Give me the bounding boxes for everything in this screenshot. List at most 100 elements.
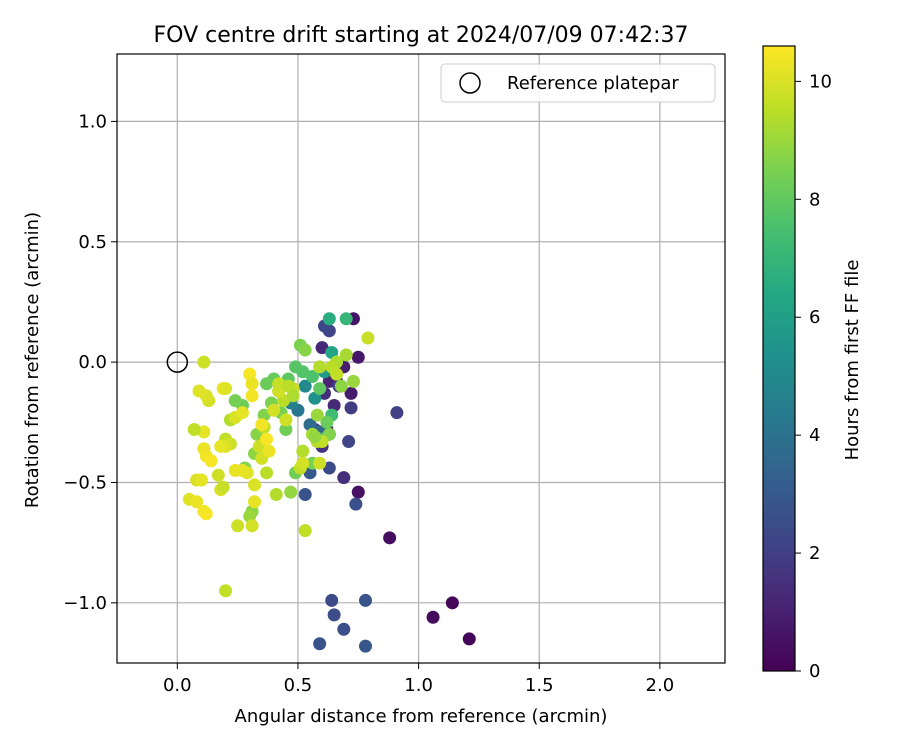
data-point: [260, 466, 274, 480]
data-point: [298, 524, 312, 538]
y-tick-label: 0.0: [78, 352, 107, 373]
data-point: [349, 497, 363, 511]
data-point: [248, 478, 262, 492]
scatter-points: [182, 312, 476, 653]
data-point: [351, 350, 365, 364]
legend-box: [440, 63, 716, 103]
data-point: [359, 593, 373, 607]
data-point: [245, 377, 259, 391]
data-point: [313, 382, 327, 396]
data-point: [194, 473, 208, 487]
data-point: [337, 622, 351, 636]
data-point: [260, 432, 274, 446]
data-point: [235, 406, 249, 420]
data-point: [344, 386, 358, 400]
plot-background: [117, 54, 725, 663]
data-point: [255, 418, 269, 432]
data-point: [308, 430, 322, 444]
data-point: [211, 468, 225, 482]
legend-marker: [459, 72, 481, 94]
data-point: [260, 377, 274, 391]
colorbar-gradient: [763, 46, 795, 671]
x-tick-label: 0.5: [284, 675, 313, 696]
data-point: [342, 435, 356, 449]
data-point: [262, 444, 276, 458]
data-point: [279, 413, 293, 427]
data-point: [284, 485, 298, 499]
data-point: [267, 403, 281, 417]
data-point: [322, 312, 336, 326]
data-point: [248, 495, 262, 509]
reference-platepar-marker: [166, 351, 189, 373]
data-point: [313, 456, 327, 470]
colorbar-ticks: 0 2 4 6 8 10: [795, 71, 832, 682]
data-point: [276, 394, 290, 408]
data-point: [359, 639, 373, 653]
data-point: [337, 471, 351, 485]
data-point: [330, 367, 344, 381]
data-point: [214, 439, 228, 453]
legend-label: Reference platepar: [507, 73, 679, 94]
data-point: [390, 406, 404, 420]
data-point: [383, 531, 397, 545]
data-point: [192, 384, 206, 398]
data-point: [228, 463, 242, 477]
plot-frame: [116, 53, 726, 664]
data-point: [245, 389, 259, 403]
data-point: [346, 374, 360, 388]
data-point: [296, 456, 310, 470]
colorbar-tick-label: 6: [809, 307, 820, 328]
data-point: [199, 507, 213, 521]
y-tick-label: 0.5: [78, 232, 107, 253]
data-point: [204, 454, 218, 468]
data-point: [310, 408, 324, 422]
data-point: [296, 444, 310, 458]
data-point: [298, 343, 312, 357]
data-point: [305, 370, 319, 384]
data-point: [344, 401, 358, 415]
colorbar-tick-label: 8: [809, 189, 820, 210]
data-point: [334, 379, 348, 393]
data-point: [286, 389, 300, 403]
grid: [117, 54, 725, 663]
data-point: [361, 331, 375, 345]
y-tick-label: −1.0: [63, 593, 107, 614]
chart-title: FOV centre drift starting at 2024/07/09 …: [154, 23, 689, 48]
x-tick-label: 1.0: [404, 675, 433, 696]
data-point: [322, 461, 336, 475]
data-point: [279, 423, 293, 437]
data-point: [281, 379, 295, 393]
data-point: [298, 379, 312, 393]
data-point: [269, 488, 283, 502]
data-point: [231, 519, 245, 533]
y-tick-label: 1.0: [78, 111, 107, 132]
y-axis-label: Rotation from reference (arcmin): [22, 212, 43, 508]
colorbar-tick-label: 2: [809, 543, 820, 564]
data-point: [219, 584, 233, 598]
data-point: [339, 348, 353, 362]
data-point: [245, 519, 259, 533]
x-tick-label: 1.5: [525, 675, 554, 696]
data-point: [190, 495, 204, 509]
x-tick-label: 2.0: [646, 675, 675, 696]
data-point: [325, 593, 339, 607]
x-tick-label: 0.0: [163, 675, 192, 696]
data-point: [327, 608, 341, 622]
colorbar-tick-label: 4: [809, 425, 820, 446]
data-point: [298, 488, 312, 502]
data-point: [216, 480, 230, 494]
data-point: [313, 360, 327, 374]
data-point: [289, 360, 303, 374]
x-axis-ticks: 0.0 0.5 1.0 1.5 2.0: [163, 663, 674, 696]
data-point: [462, 632, 476, 646]
colorbar-tick-label: 10: [809, 71, 832, 92]
data-point: [320, 415, 334, 429]
colorbar: 0 2 4 6 8 10 Hours from first FF file: [762, 45, 863, 682]
data-point: [197, 355, 211, 369]
data-point: [339, 312, 353, 326]
data-point: [187, 423, 201, 437]
legend: Reference platepar: [440, 63, 716, 103]
data-point: [219, 382, 233, 396]
data-point: [313, 637, 327, 651]
